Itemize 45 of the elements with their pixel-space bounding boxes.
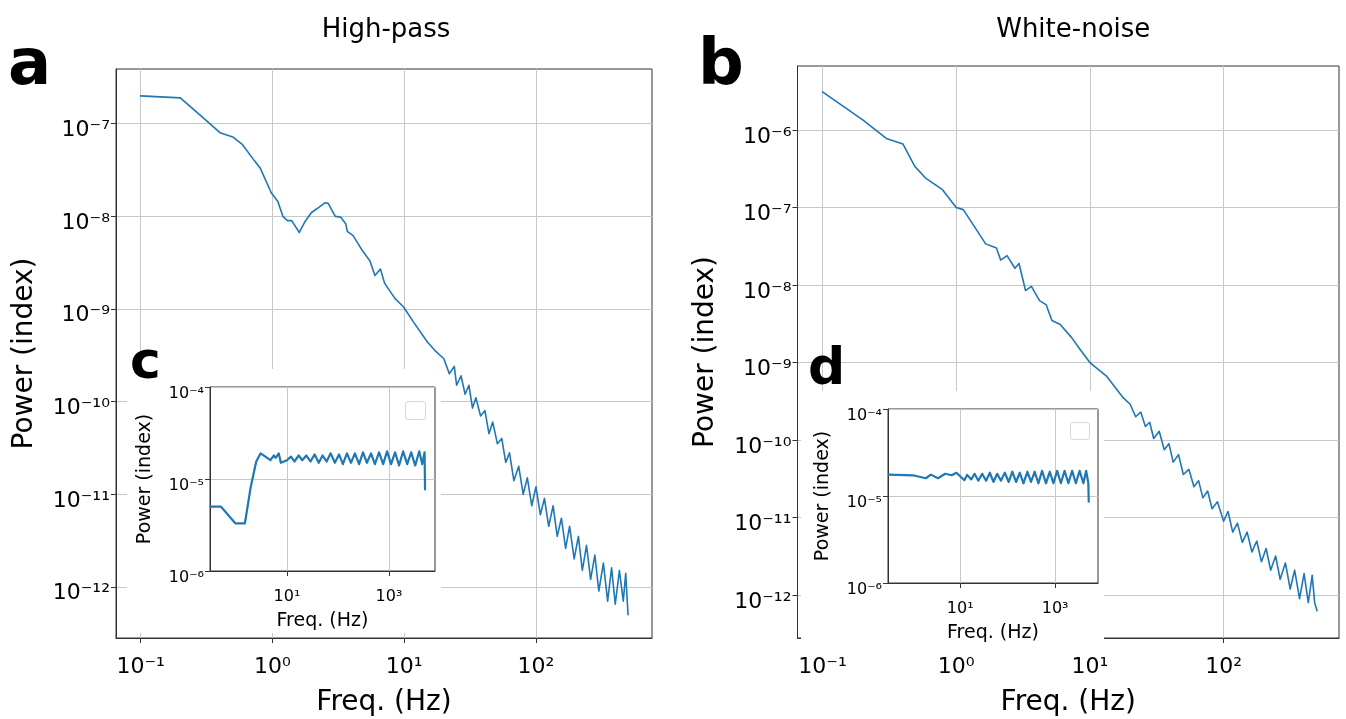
- x-axis-title: Freq. (Hz): [947, 619, 1039, 642]
- y-tick-label: 10⁻⁷: [743, 200, 792, 226]
- x-tick-label: 10¹: [946, 597, 974, 617]
- y-tick-label: 10⁻⁹: [743, 355, 792, 381]
- y-tick-label: 10⁻⁶: [846, 578, 882, 598]
- x-axis-title: Freq. (Hz): [316, 683, 452, 717]
- y-tick-label: 10⁻¹⁰: [52, 394, 111, 420]
- y-axis-title: Power (index): [809, 430, 832, 562]
- y-tick-label: 10⁻⁴: [168, 382, 204, 402]
- annotation: c: [130, 330, 161, 390]
- chart-title: White-noise: [996, 13, 1151, 43]
- x-tick-label: 10¹: [385, 652, 423, 678]
- x-tick-label: 10⁰: [937, 652, 975, 678]
- y-tick-label: 10⁻⁹: [61, 301, 110, 327]
- y-tick-label: 10⁻⁴: [846, 404, 882, 424]
- y-tick-label: 10⁻⁶: [743, 122, 792, 148]
- y-tick-label: 10⁻¹²: [734, 587, 792, 613]
- y-tick-label: 10⁻¹¹: [734, 510, 792, 536]
- y-axis-title: Power (index): [131, 413, 154, 545]
- x-tick-label: 10³: [1041, 597, 1069, 617]
- x-tick-label: 10⁻¹: [116, 652, 165, 678]
- y-axis-title: Power (index): [5, 257, 39, 450]
- x-tick-label: 10¹: [273, 585, 301, 605]
- y-tick-label: 10⁻¹⁰: [734, 432, 792, 458]
- x-tick-label: 10²: [1205, 652, 1242, 678]
- x-tick-label: 10³: [375, 585, 403, 605]
- y-tick-label: 10⁻⁸: [743, 277, 792, 303]
- y-tick-label: 10⁻⁶: [168, 566, 204, 586]
- annotation: d: [808, 336, 846, 396]
- chart-title: High-pass: [321, 13, 451, 43]
- y-tick-label: 10⁻⁵: [168, 474, 204, 494]
- y-tick-label: 10⁻¹²: [52, 579, 110, 605]
- x-tick-label: 10²: [517, 652, 555, 678]
- text: b: [698, 25, 744, 99]
- text: a: [8, 25, 52, 99]
- y-axis-title: Power (index): [687, 255, 720, 449]
- x-tick-label: 10⁰: [254, 652, 291, 678]
- x-tick-label: 10⁻¹: [798, 652, 847, 678]
- y-tick-label: 10⁻¹¹: [52, 486, 110, 512]
- y-tick-label: 10⁻⁸: [61, 208, 111, 234]
- x-tick-label: 10¹: [1071, 652, 1109, 678]
- x-axis-title: Freq. (Hz): [276, 607, 369, 630]
- x-axis-title: Freq. (Hz): [1000, 683, 1136, 717]
- y-tick-label: 10⁻⁵: [846, 491, 882, 511]
- y-tick-label: 10⁻⁷: [61, 116, 110, 142]
